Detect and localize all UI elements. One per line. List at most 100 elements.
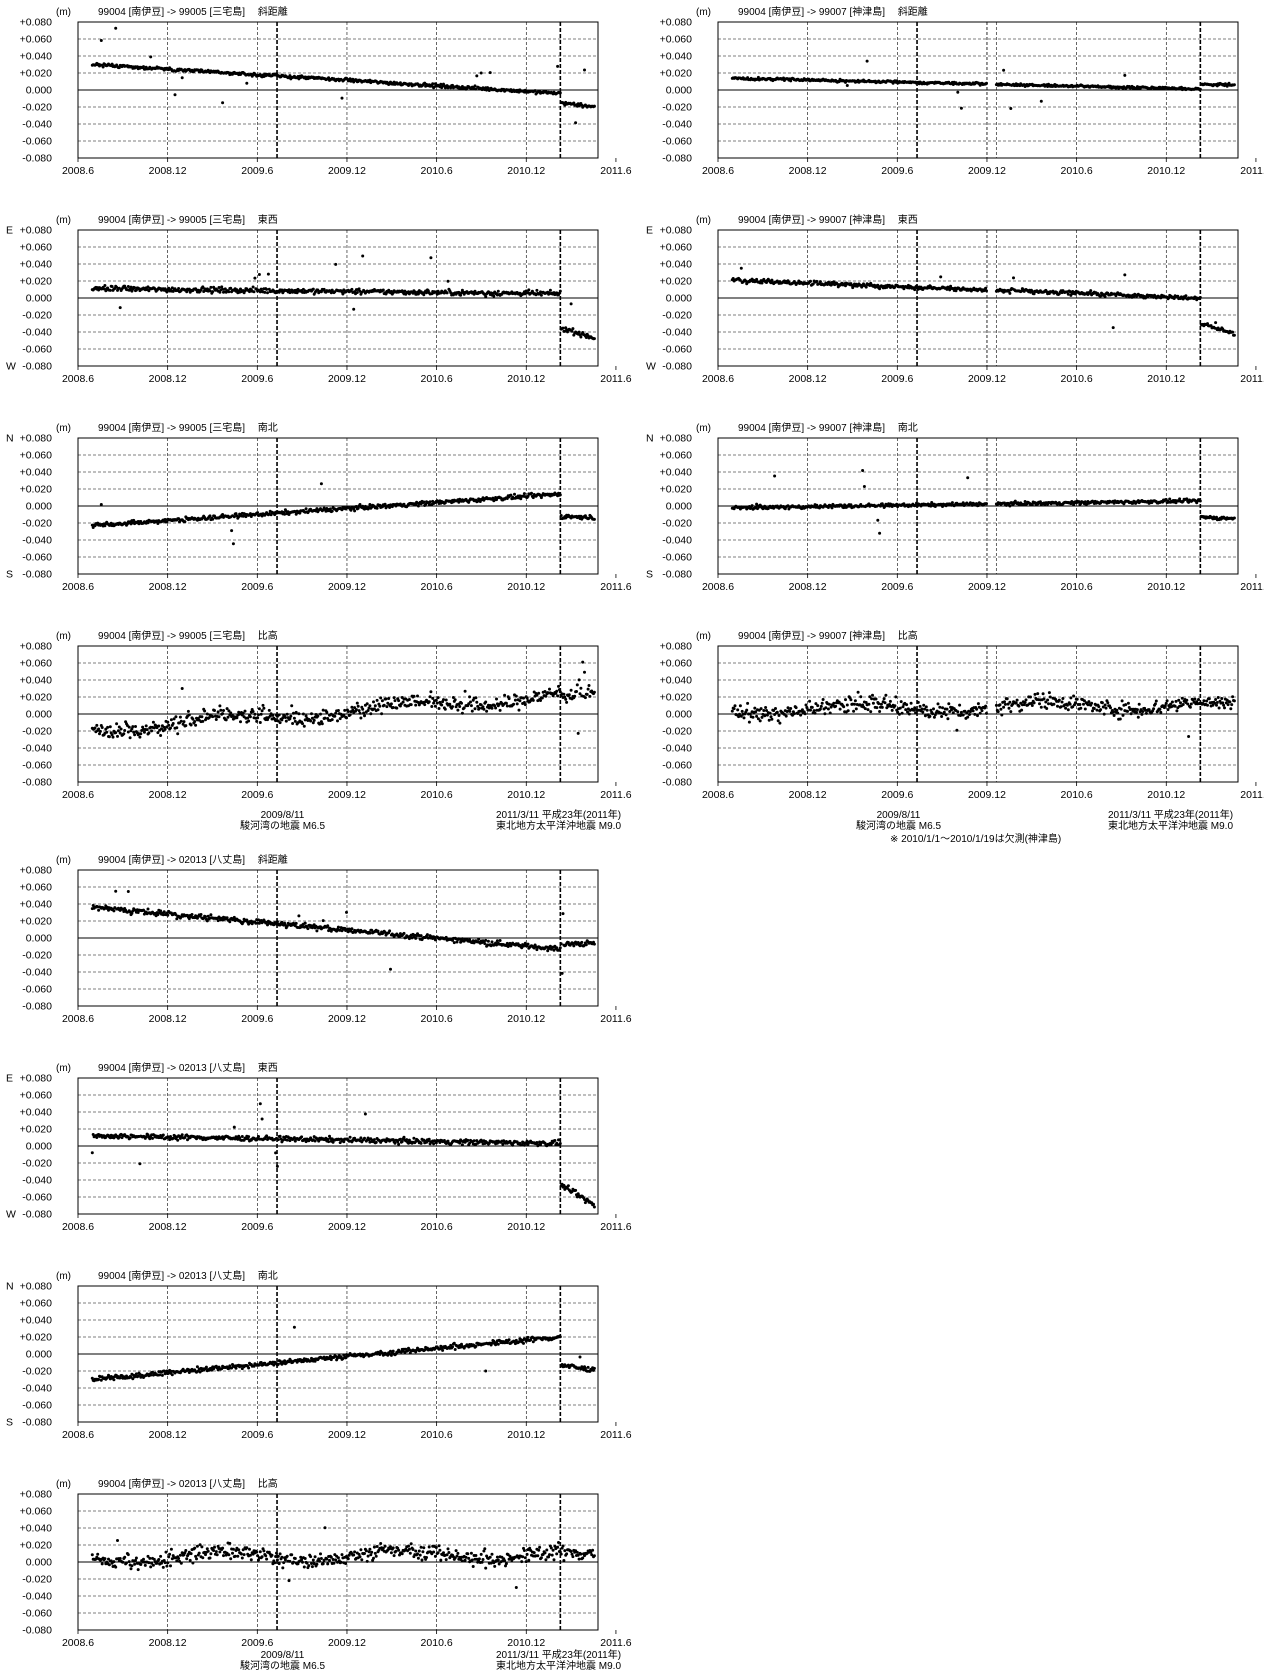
data-point <box>898 713 901 716</box>
y-tick-label: 0.000 <box>666 501 692 513</box>
data-point <box>587 688 590 691</box>
data-point <box>485 710 488 713</box>
data-point <box>211 290 214 293</box>
data-point <box>1084 708 1087 711</box>
data-point <box>255 720 258 723</box>
data-point <box>578 678 581 681</box>
data-point <box>516 702 519 705</box>
data-point <box>1112 710 1115 713</box>
data-point <box>225 718 228 721</box>
data-point <box>157 725 160 728</box>
data-point <box>1034 693 1037 696</box>
data-point <box>855 707 858 710</box>
data-point <box>1206 704 1209 707</box>
y-tick-label: +0.020 <box>20 484 53 496</box>
data-point <box>576 683 579 686</box>
data-point <box>1175 709 1178 712</box>
data-point <box>253 277 256 280</box>
data-point <box>981 709 984 712</box>
data-point <box>905 703 908 706</box>
data-point <box>305 507 308 510</box>
data-point <box>966 716 969 719</box>
data-point <box>816 704 819 707</box>
data-point <box>753 707 756 710</box>
x-tick-label: 2011.6 <box>600 165 631 177</box>
data-point <box>451 705 454 708</box>
data-point <box>1078 703 1081 706</box>
data-point <box>943 711 946 714</box>
y-tick-label: +0.040 <box>20 899 53 911</box>
chart-svg: (m)99004 [南伊豆] -> 99007 [神津島] 東西+0.080+0… <box>640 208 1260 383</box>
data-point <box>866 60 869 63</box>
data-point <box>556 65 559 68</box>
data-point <box>1096 709 1099 712</box>
chart-svg: (m)99004 [南伊豆] -> 99005 [三宅島] 比高+0.080+0… <box>0 624 620 799</box>
data-point <box>1214 698 1217 701</box>
data-point <box>99 730 102 733</box>
data-point <box>284 716 287 719</box>
y-tick-label: +0.040 <box>660 259 693 271</box>
data-point <box>142 65 145 68</box>
y-tick-label: -0.080 <box>22 777 52 789</box>
data-point <box>962 714 965 717</box>
data-point <box>1036 692 1039 695</box>
data-point <box>1215 704 1218 707</box>
data-point <box>478 707 481 710</box>
y-tick-label: -0.020 <box>662 102 692 114</box>
y-tick-label: 0.000 <box>26 501 52 513</box>
data-point <box>1152 707 1155 710</box>
data-point <box>956 91 959 94</box>
data-point <box>846 704 849 707</box>
data-point <box>562 693 565 696</box>
data-point <box>217 710 220 713</box>
data-point <box>973 713 976 716</box>
data-point <box>1072 695 1075 698</box>
x-tick-label: 2009.12 <box>328 1013 366 1025</box>
data-point <box>827 708 830 711</box>
data-point <box>259 721 262 724</box>
chart-svg: (m)99004 [南伊豆] -> 99005 [三宅島] 南北+0.080+0… <box>0 416 620 591</box>
data-point <box>852 710 855 713</box>
data-point <box>200 715 203 718</box>
data-point <box>180 720 183 723</box>
data-point <box>527 288 530 291</box>
data-point <box>562 327 565 330</box>
chart-title: 99004 [南伊豆] -> 99007 [神津島] 比高 <box>738 629 918 642</box>
x-tick-label: 2010.12 <box>507 165 545 177</box>
data-point <box>167 724 170 727</box>
x-tick-label: 2009.6 <box>241 789 273 801</box>
data-point <box>105 731 108 734</box>
data-point <box>774 707 777 710</box>
y-tick-label: -0.060 <box>22 136 52 148</box>
data-point <box>506 705 509 708</box>
data-point <box>1138 703 1141 706</box>
y-tick-label: +0.020 <box>20 692 53 704</box>
data-point <box>575 690 578 693</box>
data-point <box>127 890 130 893</box>
data-point <box>193 720 196 723</box>
data-point <box>1233 83 1236 86</box>
data-point <box>872 702 875 705</box>
data-point <box>568 693 571 696</box>
y-tick-label: +0.080 <box>20 865 53 877</box>
data-point <box>203 710 206 713</box>
data-point <box>325 711 328 714</box>
data-point <box>459 294 462 297</box>
data-series <box>731 469 1236 535</box>
y-tick-label: +0.080 <box>660 225 693 237</box>
data-point <box>380 712 383 715</box>
data-point <box>410 703 413 706</box>
data-point <box>508 697 511 700</box>
data-point <box>577 732 580 735</box>
data-point <box>1123 273 1126 276</box>
data-point <box>1066 704 1069 707</box>
data-point <box>252 286 255 289</box>
data-point <box>356 291 359 294</box>
data-point <box>139 732 142 735</box>
y-tick-label: -0.040 <box>662 327 692 339</box>
data-point <box>761 716 764 719</box>
direction-label-bottom: S <box>6 569 13 581</box>
data-point <box>804 712 807 715</box>
data-point <box>1233 334 1236 337</box>
data-point <box>221 101 224 104</box>
